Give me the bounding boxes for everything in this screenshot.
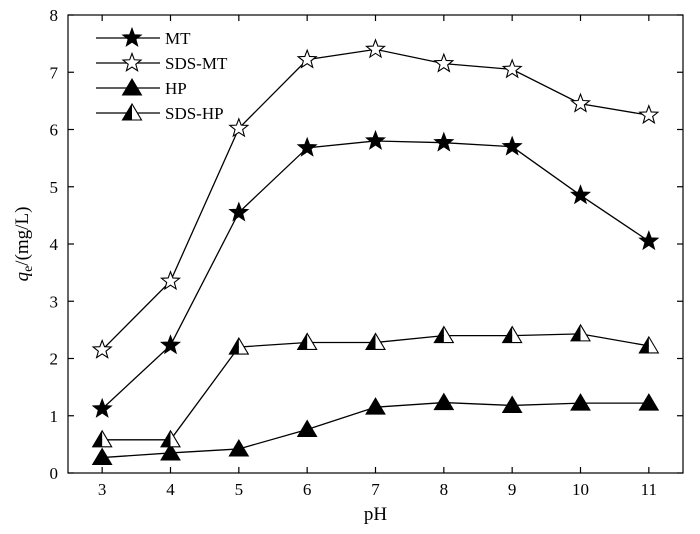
- x-tick-label: 4: [166, 480, 175, 499]
- marker-outline: [160, 429, 181, 448]
- x-axis-ticks: 3 4 5 6 7 8 9 10 11: [98, 15, 657, 499]
- data-point-sds-mt: [159, 270, 182, 291]
- data-point-sds-hp: [365, 332, 386, 351]
- series-sds-hp: [91, 323, 660, 448]
- x-tick-label: 9: [508, 480, 517, 499]
- data-point-hp: [433, 392, 455, 411]
- y-axis-label-symbol: q: [12, 271, 33, 281]
- y-tick-label: 3: [50, 292, 59, 311]
- series-sds-mt: [91, 38, 660, 359]
- series-mt: [91, 129, 660, 418]
- x-tick-label: 7: [371, 480, 380, 499]
- x-tick-label: 11: [641, 480, 657, 499]
- marker-outline: [296, 332, 318, 351]
- data-point-mt: [501, 135, 523, 156]
- series-hp: [91, 392, 660, 466]
- marker-outline: [501, 325, 523, 344]
- data-point-hp: [638, 393, 660, 411]
- y-tick-label: 8: [50, 6, 59, 25]
- legend-item-sds-hp: SDS-HP: [96, 102, 224, 123]
- data-point-sds-hp: [228, 336, 250, 355]
- data-point-mt: [296, 136, 318, 157]
- data-point-sds-mt: [569, 92, 592, 113]
- series-layer: [91, 38, 660, 466]
- x-tick-label: 5: [235, 480, 244, 499]
- legend-label: MT: [165, 29, 191, 48]
- data-point-sds-mt: [433, 52, 455, 73]
- legend-label: SDS-MT: [165, 54, 228, 73]
- data-point-mt: [159, 334, 182, 355]
- legend-marker: [121, 26, 143, 47]
- legend-marker: [121, 51, 143, 72]
- data-point-sds-mt: [91, 338, 113, 359]
- data-point-hp: [91, 447, 113, 466]
- y-tick-label: 6: [50, 121, 59, 140]
- data-point-mt: [433, 131, 455, 152]
- x-tick-label: 6: [303, 480, 312, 499]
- series-line-mt: [101, 140, 650, 410]
- data-point-hp: [160, 442, 181, 461]
- data-point-mt: [638, 230, 660, 251]
- data-point-mt: [91, 397, 113, 418]
- y-tick-label: 7: [50, 63, 59, 82]
- data-point-mt: [228, 201, 250, 222]
- legend-label: HP: [165, 79, 187, 98]
- y-tick-label: 5: [50, 178, 59, 197]
- data-point-hp: [501, 395, 523, 413]
- y-axis-label-subscript: e: [21, 266, 36, 272]
- y-axis-ticks: 0 1 2 3 4 5 6 7 8: [50, 6, 683, 483]
- data-point-mt: [364, 129, 387, 150]
- x-axis-label: pH: [364, 504, 388, 525]
- data-point-sds-hp: [160, 429, 181, 448]
- data-point-sds-hp: [91, 429, 113, 448]
- y-axis-label: qe/(mg/L): [12, 207, 36, 282]
- legend-item-sds-mt: SDS-MT: [96, 51, 228, 73]
- marker-outline: [228, 336, 250, 355]
- legend-label: SDS-HP: [165, 104, 224, 123]
- legend-marker: [121, 78, 143, 96]
- legend-marker: [121, 102, 143, 121]
- data-point-hp: [365, 397, 386, 415]
- marker-outline: [91, 429, 113, 448]
- data-point-sds-mt: [364, 38, 387, 59]
- legend-item-mt: MT: [96, 26, 191, 48]
- data-point-sds-hp: [501, 325, 523, 344]
- plot-frame: [67, 14, 684, 474]
- data-point-hp: [228, 438, 250, 457]
- marker-outline: [433, 325, 455, 344]
- x-tick-label: 10: [572, 480, 589, 499]
- y-tick-label: 2: [50, 350, 59, 369]
- data-point-sds-hp: [433, 325, 455, 344]
- y-tick-label: 4: [50, 235, 59, 254]
- marker-outline: [365, 332, 386, 351]
- y-tick-label: 1: [50, 407, 59, 426]
- legend: MT SDS-MT HP SDS-HP: [96, 26, 228, 123]
- data-point-sds-hp: [570, 323, 591, 342]
- y-axis-label-unit: /(mg/L): [12, 207, 33, 266]
- data-point-sds-mt: [501, 58, 523, 79]
- x-tick-label: 8: [440, 480, 449, 499]
- data-point-sds-mt: [638, 104, 660, 125]
- data-point-sds-hp: [638, 335, 660, 354]
- marker-outline: [121, 102, 143, 121]
- data-point-hp: [570, 393, 591, 411]
- data-point-hp: [296, 419, 318, 437]
- y-tick-label: 0: [50, 464, 59, 483]
- x-tick-label: 3: [98, 480, 107, 499]
- data-point-sds-mt: [296, 48, 318, 69]
- marker-outline: [570, 323, 591, 342]
- data-point-sds-hp: [296, 332, 318, 351]
- data-point-mt: [569, 184, 592, 205]
- legend-item-hp: HP: [96, 78, 187, 98]
- marker-outline: [638, 335, 660, 354]
- data-point-sds-mt: [228, 117, 250, 138]
